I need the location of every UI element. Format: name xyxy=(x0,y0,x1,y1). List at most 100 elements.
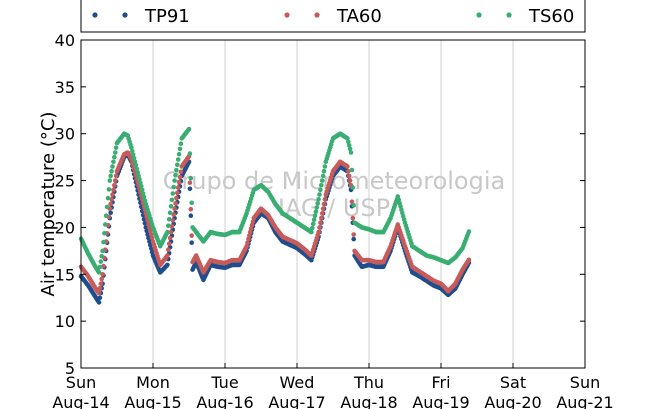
legend-marker xyxy=(122,12,128,18)
data-point xyxy=(103,222,108,227)
x-tick-label-day: Sun xyxy=(570,373,600,392)
data-point xyxy=(170,218,176,223)
x-tick-label-day: Thu xyxy=(353,373,384,392)
x-tick-label-date: Aug-17 xyxy=(268,393,325,409)
data-point xyxy=(100,248,105,254)
x-tick-label-day: Sun xyxy=(66,373,96,392)
y-axis-label: Air temperature (°C) xyxy=(38,112,59,297)
data-point xyxy=(104,204,110,210)
data-point xyxy=(347,178,353,183)
data-point xyxy=(350,185,356,190)
series-tp91 xyxy=(78,152,472,305)
data-point xyxy=(166,241,172,247)
data-point xyxy=(186,126,192,132)
data-point xyxy=(346,139,351,145)
data-point xyxy=(173,201,178,206)
data-point xyxy=(147,225,152,230)
data-point xyxy=(108,173,113,179)
data-point xyxy=(112,150,118,155)
data-point xyxy=(346,143,352,148)
data-point xyxy=(349,167,355,173)
data-point xyxy=(189,240,194,245)
plot-frame xyxy=(80,39,586,369)
data-point xyxy=(175,162,180,168)
data-point xyxy=(142,221,148,226)
data-point xyxy=(133,163,139,168)
data-point xyxy=(175,157,181,162)
data-point xyxy=(187,186,193,192)
data-point xyxy=(319,215,324,221)
data-point xyxy=(317,225,322,230)
legend-label: TP91 xyxy=(144,6,190,27)
data-point xyxy=(168,204,174,209)
data-point xyxy=(167,210,173,216)
x-tick-label-date: Aug-14 xyxy=(52,393,109,409)
x-tick-label-date: Aug-18 xyxy=(340,393,397,409)
data-point xyxy=(134,166,140,172)
data-point xyxy=(169,224,175,229)
x-tick-label-day: Sat xyxy=(500,373,526,392)
data-point xyxy=(316,229,321,235)
y-tick-label: 40 xyxy=(55,31,75,50)
data-point xyxy=(130,149,135,154)
data-point xyxy=(132,159,138,165)
data-point xyxy=(148,228,153,234)
y-tick-label: 5 xyxy=(65,359,75,378)
data-point xyxy=(187,180,193,185)
data-point xyxy=(245,240,250,245)
axes: SunAug-14MonAug-15TueAug-16WedAug-17ThuA… xyxy=(52,31,613,409)
data-point xyxy=(173,173,178,178)
y-tick-label: 25 xyxy=(55,172,75,191)
legend-marker xyxy=(476,12,482,18)
y-tick-label: 20 xyxy=(55,218,75,237)
data-point xyxy=(149,249,155,255)
data-point xyxy=(248,226,254,231)
legend: TP91 TA60 TS60 xyxy=(80,0,586,33)
data-point xyxy=(345,164,350,169)
data-point xyxy=(172,206,177,211)
legend-marker xyxy=(314,12,320,18)
data-point xyxy=(111,159,116,165)
data-point xyxy=(130,152,136,158)
data-point xyxy=(136,173,141,179)
data-point xyxy=(167,235,173,241)
data-point xyxy=(140,191,146,196)
data-point xyxy=(109,168,114,174)
data-point xyxy=(188,213,194,218)
data-point xyxy=(145,232,150,237)
legend-marker xyxy=(506,12,512,18)
data-point xyxy=(178,169,184,175)
data-point xyxy=(166,223,171,228)
y-tick-label: 30 xyxy=(55,125,75,144)
data-point xyxy=(174,167,179,173)
data-point xyxy=(170,191,176,196)
data-point xyxy=(318,220,323,225)
data-point xyxy=(350,215,356,221)
data-point xyxy=(187,151,193,156)
data-point xyxy=(108,201,113,207)
data-point xyxy=(319,183,324,188)
data-point xyxy=(135,170,140,175)
y-tick-label: 35 xyxy=(55,78,75,97)
legend-label: TA60 xyxy=(336,6,382,27)
x-tick-label-day: Wed xyxy=(280,373,315,392)
data-point xyxy=(139,184,144,189)
data-point xyxy=(142,198,148,203)
data-point xyxy=(321,201,327,207)
data-point xyxy=(351,202,357,208)
data-point xyxy=(247,233,252,238)
data-point xyxy=(99,276,104,282)
data-point xyxy=(176,151,182,157)
data-point xyxy=(310,221,316,227)
series-ts60 xyxy=(78,126,472,275)
data-point xyxy=(317,192,322,197)
data-point xyxy=(98,259,104,264)
data-point xyxy=(171,212,176,217)
data-point xyxy=(249,222,255,228)
data-point xyxy=(316,197,321,202)
data-point xyxy=(466,257,472,263)
data-point xyxy=(110,192,115,197)
data-point xyxy=(309,229,314,235)
data-point xyxy=(111,187,116,193)
data-point xyxy=(351,232,357,237)
